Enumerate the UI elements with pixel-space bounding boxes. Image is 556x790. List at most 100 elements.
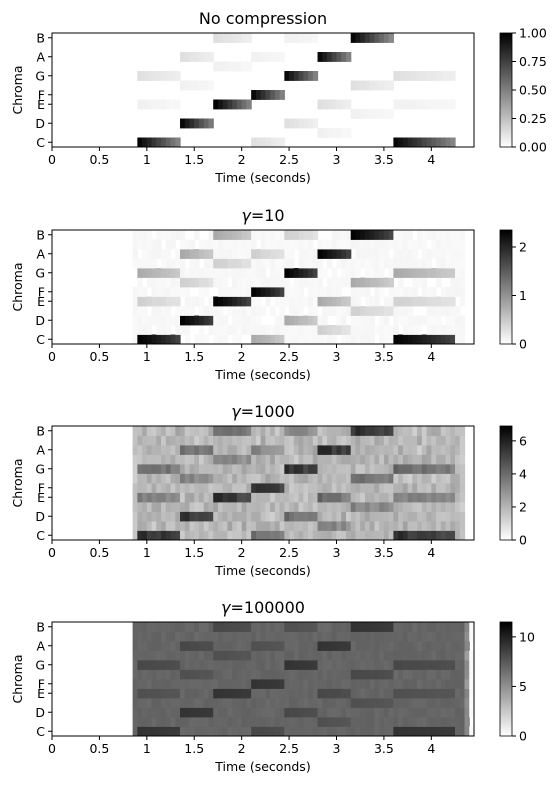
heatmap-cell xyxy=(407,258,413,269)
heatmap-cell xyxy=(417,511,423,522)
heatmap-cell xyxy=(383,679,390,689)
heatmap-cell xyxy=(336,492,342,503)
heatmap-cell xyxy=(246,315,252,326)
heatmap-cell xyxy=(260,641,266,651)
heatmap-cell xyxy=(450,660,456,670)
heatmap-cell xyxy=(189,492,195,503)
heatmap-cell xyxy=(151,426,157,436)
heatmap-cell xyxy=(146,426,153,436)
heatmap-cell xyxy=(407,445,413,455)
heatmap-cell xyxy=(236,660,243,670)
heatmap-cell xyxy=(151,511,157,522)
heatmap-cell xyxy=(232,445,238,455)
heatmap-cell xyxy=(189,80,195,91)
heatmap-cell xyxy=(407,530,413,541)
heatmap-cell xyxy=(265,669,271,680)
heatmap-cell xyxy=(198,268,205,278)
heatmap-cell xyxy=(279,334,285,345)
heatmap-cell xyxy=(412,454,418,465)
heatmap-cell xyxy=(383,249,390,259)
heatmap-cell xyxy=(383,33,390,43)
heatmap-cell xyxy=(298,660,304,670)
heatmap-cell xyxy=(137,315,143,326)
heatmap-cell xyxy=(161,315,167,326)
heatmap-cell xyxy=(236,230,243,240)
heatmap-cell xyxy=(142,454,148,465)
heatmap-cell xyxy=(341,230,347,240)
heatmap-cell xyxy=(251,502,257,512)
heatmap-cell xyxy=(156,492,162,503)
heatmap-cell xyxy=(175,99,181,110)
heatmap-cell xyxy=(455,707,461,718)
heatmap-cell xyxy=(161,511,167,522)
heatmap-cell xyxy=(241,249,247,259)
heatmap-cell xyxy=(198,502,205,512)
heatmap-cell xyxy=(431,622,437,632)
heatmap-cell xyxy=(180,622,186,632)
heatmap-cell xyxy=(175,698,181,708)
heatmap-cell xyxy=(440,249,447,259)
heatmap-cell xyxy=(388,435,394,446)
heatmap-cell xyxy=(198,325,205,335)
heatmap-cell xyxy=(327,454,333,465)
heatmap-cell xyxy=(345,426,352,436)
heatmap-cell xyxy=(312,325,319,335)
heatmap-cell xyxy=(440,268,447,278)
heatmap-cell xyxy=(341,315,347,326)
heatmap-cell xyxy=(383,707,390,718)
heatmap-cell xyxy=(284,71,290,81)
heatmap-cell xyxy=(274,426,281,436)
heatmap-cell xyxy=(198,296,205,307)
heatmap-cell xyxy=(189,277,195,288)
heatmap-cell xyxy=(402,698,409,708)
heatmap-cell xyxy=(255,492,262,503)
heatmap-cell xyxy=(265,230,271,240)
heatmap-cell xyxy=(170,258,176,269)
heatmap-cell xyxy=(265,622,271,632)
heatmap-cell xyxy=(345,296,352,307)
heatmap-cell xyxy=(364,80,371,91)
heatmap-cell xyxy=(312,287,319,297)
heatmap-cell xyxy=(208,492,214,503)
heatmap-cell xyxy=(398,650,404,661)
heatmap-cell xyxy=(260,669,266,680)
heatmap-cell xyxy=(303,33,309,43)
heatmap-cell xyxy=(417,698,423,708)
heatmap-cell xyxy=(331,334,338,345)
heatmap-cell xyxy=(170,679,176,689)
heatmap-cell xyxy=(308,660,314,670)
heatmap-cell xyxy=(341,464,347,474)
heatmap-cell xyxy=(151,502,157,512)
heatmap-cell xyxy=(180,473,186,484)
heatmap-cell xyxy=(303,249,309,259)
heatmap-cell xyxy=(184,435,191,446)
heatmap-cell xyxy=(236,464,243,474)
heatmap-cell xyxy=(132,631,138,642)
heatmap-cell xyxy=(374,268,380,278)
heatmap-cell xyxy=(417,230,423,240)
heatmap-cell xyxy=(241,315,247,326)
heatmap-cell xyxy=(426,306,432,316)
heatmap-cell xyxy=(412,502,418,512)
heatmap-cell xyxy=(246,502,252,512)
heatmap-cell xyxy=(383,669,390,680)
heatmap-cell xyxy=(388,650,394,661)
heatmap-cell xyxy=(217,483,224,493)
heatmap-cell xyxy=(417,726,423,737)
heatmap-cell xyxy=(364,33,371,43)
heatmap-cell xyxy=(241,521,247,531)
heatmap-cell xyxy=(331,249,338,259)
heatmap-cell xyxy=(336,521,342,531)
heatmap-cell xyxy=(360,325,366,335)
axes-frame xyxy=(51,621,475,737)
heatmap-cell xyxy=(132,239,138,250)
heatmap-cell xyxy=(203,698,210,708)
heatmap-cell xyxy=(388,334,394,345)
heatmap-cell xyxy=(236,426,243,436)
heatmap-cell xyxy=(265,679,271,689)
heatmap-cell xyxy=(436,435,442,446)
heatmap-cell xyxy=(246,277,252,288)
heatmap-cell xyxy=(255,641,262,651)
heatmap-cell xyxy=(393,71,399,81)
heatmap-cell xyxy=(355,239,361,250)
